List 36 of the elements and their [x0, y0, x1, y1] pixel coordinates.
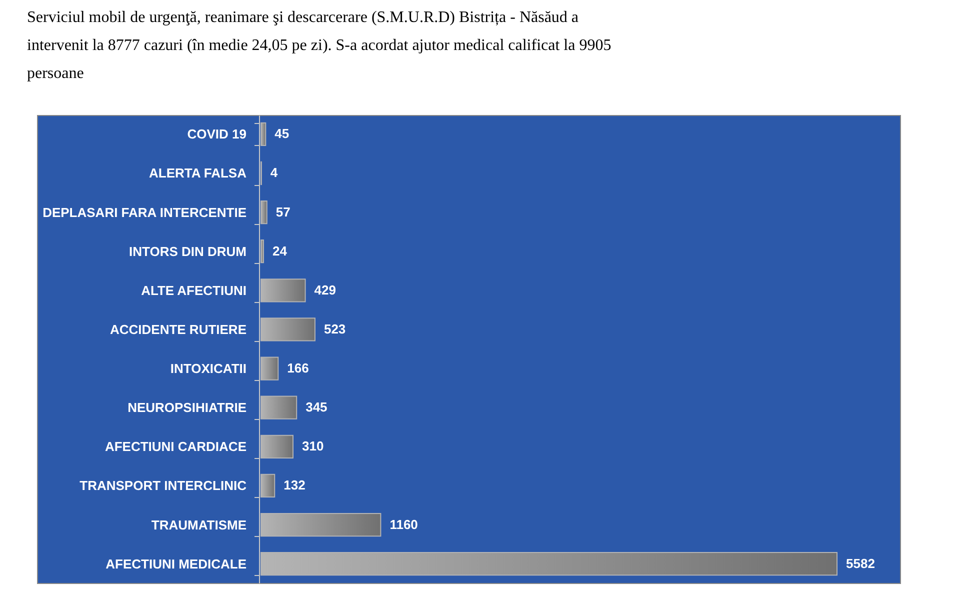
y-tick-label: ALERTA FALSA: [149, 166, 248, 181]
y-tick-label: ACCIDENTE RUTIERE: [110, 322, 247, 337]
y-tick-label: TRANSPORT INTERCLINIC: [80, 478, 248, 494]
data-label: 4: [270, 165, 278, 180]
data-label: 57: [276, 204, 290, 220]
bar: [260, 396, 298, 420]
y-tick-label: NEUROPSIHIATRIE: [128, 400, 247, 416]
y-tick-label: AFECTIUNI MEDICALE: [106, 556, 247, 572]
y-tick-label: AFECTIUNI CARDIACE: [104, 439, 247, 454]
bar: [260, 240, 264, 264]
bar: [260, 474, 276, 498]
bar: [260, 278, 306, 302]
bar: [260, 552, 838, 576]
data-label: 166: [287, 360, 309, 376]
y-tick-label: INTORS DIN DRUM: [129, 244, 246, 259]
data-label: 5582: [846, 556, 875, 571]
chart-title: Serviciul mobil de urgenţă, reanimare şi descarcerare (S.M.U.R.D) Bistrița - Năsăud a intervenit la 8777 cazuri (în medie 24,05 pe zi). S-a acordat ajutor medical calificat la 9905 persoane: [27, 9, 612, 82]
data-label: 523: [324, 321, 346, 336]
y-tick-label: TRAUMATISME: [151, 517, 247, 532]
data-label: 310: [302, 438, 324, 454]
data-label: 24: [272, 243, 288, 258]
y-tick-label: COVID 19: [187, 126, 246, 142]
bar: [260, 122, 266, 146]
bar: [260, 318, 316, 342]
y-tick-label: DEPLASARI FARA INTERCENTIE: [42, 204, 247, 220]
data-label: 132: [284, 478, 306, 493]
y-tick-label: ALTE AFECTIUNI: [141, 282, 246, 298]
bar: [260, 512, 382, 537]
data-label: 45: [274, 126, 290, 142]
bar: [260, 434, 294, 458]
bar: [260, 200, 268, 224]
bar: [260, 356, 279, 380]
y-tick-label: INTOXICATII: [170, 361, 246, 376]
data-label: 1160: [390, 516, 418, 532]
data-label: 429: [314, 282, 336, 298]
data-label: 345: [306, 400, 328, 415]
